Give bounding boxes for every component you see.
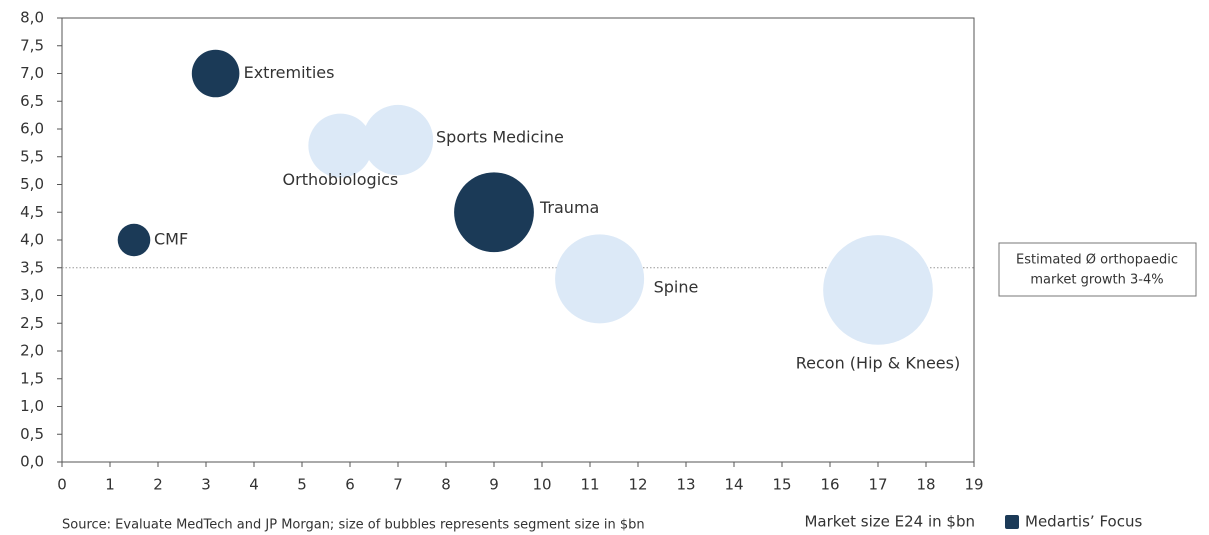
x-tick-label: 19 xyxy=(964,476,983,494)
x-tick-label: 16 xyxy=(820,476,839,494)
bubble-label: Extremities xyxy=(244,63,335,82)
annotation-line: Estimated Ø orthopaedic xyxy=(1016,253,1178,268)
legend-label: Medartis’ Focus xyxy=(1025,513,1142,531)
x-tick-label: 15 xyxy=(772,476,791,494)
bubble-label: Spine xyxy=(654,277,699,296)
y-tick-label: 6,0 xyxy=(20,120,44,138)
annotation-box xyxy=(998,242,1197,297)
y-tick-label: 1,0 xyxy=(20,397,44,415)
y-tick-label: 8,0 xyxy=(20,9,44,27)
x-tick-label: 9 xyxy=(489,476,499,494)
bubble xyxy=(555,234,645,324)
x-tick-label: 18 xyxy=(916,476,935,494)
x-tick-label: 5 xyxy=(297,476,307,494)
x-tick-label: 6 xyxy=(345,476,355,494)
source-note: Source: Evaluate MedTech and JP Morgan; … xyxy=(62,518,645,533)
y-tick-label: 3,0 xyxy=(20,286,44,304)
bubble xyxy=(454,172,534,253)
x-tick-label: 2 xyxy=(153,476,163,494)
bubble xyxy=(823,235,933,345)
x-tick-label: 1 xyxy=(105,476,115,494)
x-tick-label: 10 xyxy=(532,476,551,494)
annotation-line: market growth 3-4% xyxy=(1030,273,1163,288)
bubble xyxy=(191,49,240,98)
y-tick-label: 3,5 xyxy=(20,258,44,276)
x-tick-label: 14 xyxy=(724,476,743,494)
bubble xyxy=(308,113,373,178)
x-axis-label: Market size E24 in $bn xyxy=(804,513,975,531)
x-tick-label: 4 xyxy=(249,476,259,494)
bubble xyxy=(117,223,151,257)
x-tick-label: 13 xyxy=(676,476,695,494)
y-tick-label: 7,0 xyxy=(20,64,44,82)
legend-swatch xyxy=(1005,515,1019,529)
x-tick-label: 17 xyxy=(868,476,887,494)
bubble-label: Recon (Hip & Knees) xyxy=(796,353,960,372)
y-tick-label: 2,5 xyxy=(20,314,44,332)
x-tick-label: 7 xyxy=(393,476,403,494)
y-tick-label: 0,5 xyxy=(20,425,44,443)
y-tick-label: 5,5 xyxy=(20,147,44,165)
bubble-label: CMF xyxy=(154,230,188,249)
y-tick-label: 4,5 xyxy=(20,203,44,221)
x-tick-label: 12 xyxy=(628,476,647,494)
x-tick-label: 0 xyxy=(57,476,67,494)
bubble-label: Sports Medicine xyxy=(436,128,564,147)
y-tick-label: 1,5 xyxy=(20,369,44,387)
bubble xyxy=(362,104,434,176)
bubble-label: Trauma xyxy=(539,198,599,217)
y-tick-label: 4,0 xyxy=(20,231,44,249)
y-tick-label: 0,0 xyxy=(20,453,44,471)
y-tick-label: 2,0 xyxy=(20,342,44,360)
bubble-label: Orthobiologics xyxy=(283,170,399,189)
x-tick-label: 3 xyxy=(201,476,211,494)
y-tick-label: 6,5 xyxy=(20,92,44,110)
y-tick-label: 5,0 xyxy=(20,175,44,193)
y-tick-label: 7,5 xyxy=(20,36,44,54)
x-tick-label: 11 xyxy=(580,476,599,494)
x-tick-label: 8 xyxy=(441,476,451,494)
